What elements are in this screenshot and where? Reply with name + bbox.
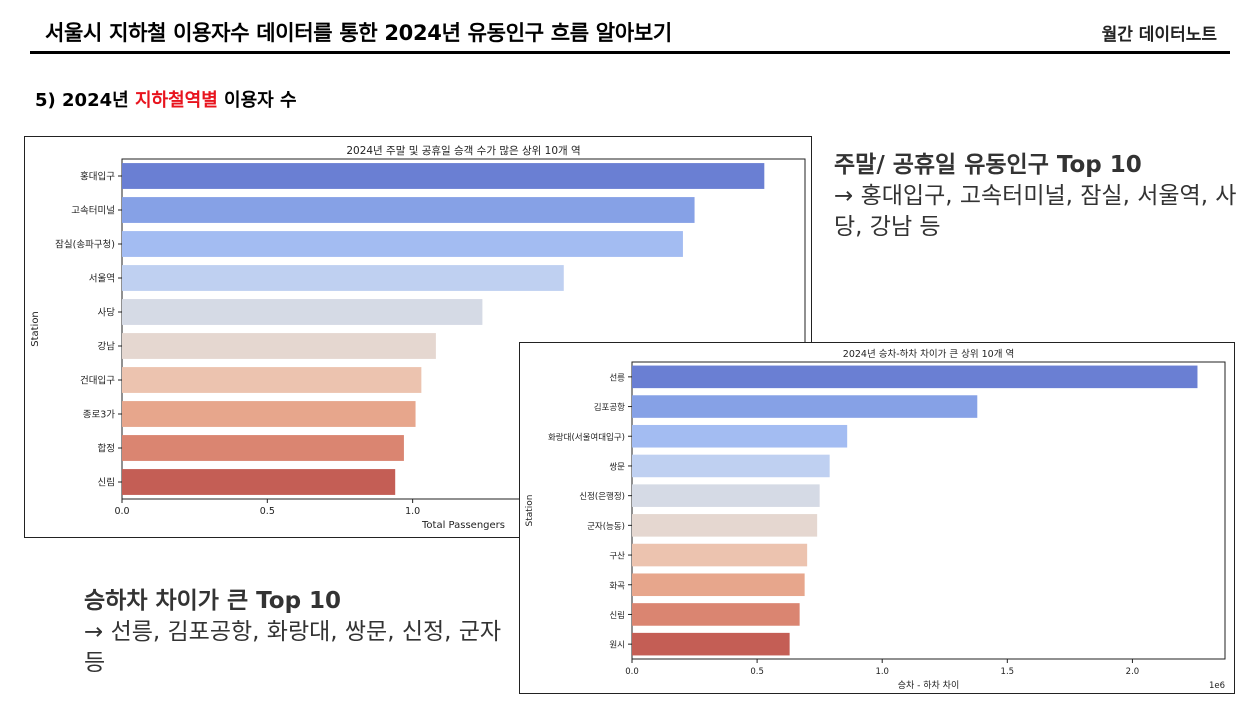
chart1-bar-4 (122, 299, 483, 325)
chart2-xlabel: 승차 - 하차 차이 (898, 679, 960, 691)
chart2-ylabel-8: 신림 (609, 610, 625, 621)
chart1-bar-2 (122, 231, 683, 257)
chart1-bar-9 (122, 469, 396, 495)
chart2-bar-0 (632, 365, 1198, 389)
chart1-xtick-label-2: 1.0 (405, 506, 420, 517)
chart1-ylabel-2: 잠실(송파구청) (55, 240, 115, 251)
chart1-ylabel: Station (30, 311, 41, 347)
chart2-bar-9 (632, 632, 790, 656)
chart1-bar-3 (122, 265, 564, 291)
chart1-ylabel-1: 고속터미널 (71, 206, 115, 217)
chart1-bar-6 (122, 367, 422, 393)
brand-label: 월간 데이터노트 (1101, 25, 1217, 45)
chart1-ylabel-5: 강남 (98, 342, 116, 353)
chart2-xtick-label-1: 0.5 (750, 667, 764, 677)
chart2-bar-7 (632, 573, 805, 597)
chart1-xlabel: Total Passengers (421, 520, 505, 531)
title-divider (30, 51, 1230, 54)
chart1-plot-frame (121, 158, 806, 500)
chart2-bar-2 (632, 424, 848, 448)
chart1-ylabel-9: 신림 (98, 477, 115, 489)
chart2-ylabel-6: 구산 (609, 551, 625, 562)
weekend-note-heading: 주말/ 공휴일 유동인구 Top 10 (834, 152, 1142, 178)
chart2-ylabel-2: 화랑대(서울여대입구) (548, 432, 625, 443)
board-diff-note-heading: 승하차 차이가 큰 Top 10 (84, 588, 342, 614)
section-highlight: 지하철역별 (134, 90, 218, 111)
chart2-bar-5 (632, 514, 818, 537)
chart1-bar-5 (122, 333, 436, 359)
chart2-xtick-label-0: 0.0 (625, 667, 639, 677)
chart2-xtick-label-4: 2.0 (1126, 667, 1140, 677)
chart2-bar-6 (632, 543, 808, 567)
chart1-ylabel-8: 합정 (98, 444, 115, 455)
chart1-bar-0 (122, 163, 765, 189)
chart1-ylabel-4: 사당 (98, 308, 116, 319)
section-heading: 5) 2024년 지하철역별 이용자 수 (35, 86, 297, 112)
chart2-ylabel: Station (525, 495, 535, 527)
chart2-bar-3 (632, 454, 830, 478)
board-diff-note: 승하차 차이가 큰 Top 10 → 선릉, 김포공항, 화랑대, 쌍문, 신정… (84, 586, 504, 679)
weekend-top10-svg: 2024년 주말 및 공휴일 승객 수가 많은 상위 10개 역홍대입구고속터미… (30, 144, 806, 531)
weekend-note-body: → 홍대입구, 고속터미널, 잠실, 서울역, 사당, 강남 등 (834, 183, 1237, 240)
chart2-ylabel-5: 군자(능동) (587, 522, 625, 532)
chart2-plot-frame (631, 361, 1226, 660)
weekend-note: 주말/ 공휴일 유동인구 Top 10 → 홍대입구, 고속터미널, 잠실, 서… (834, 150, 1244, 243)
chart2-xtick-label-2: 1.0 (875, 667, 889, 677)
chart2-xtick-label-3: 1.5 (1001, 667, 1015, 677)
chart2-ylabel-4: 신정(은행정) (579, 491, 625, 502)
chart1-title: 2024년 주말 및 공휴일 승객 수가 많은 상위 10개 역 (346, 144, 580, 157)
board-diff-top10-svg: 2024년 승차-하차 차이가 큰 상위 10개 역선릉김포공항화랑대(서울여대… (525, 348, 1226, 691)
chart1-bar-8 (122, 435, 404, 461)
chart1-bar-7 (122, 401, 416, 427)
chart2-bar-1 (632, 395, 978, 418)
chart2-bar-4 (632, 484, 820, 507)
chart1-ylabel-7: 종로3가 (83, 410, 116, 421)
chart1-ylabel-6: 건대입구 (80, 375, 115, 387)
chart2-bar-8 (632, 603, 800, 626)
chart1-xtick-label-1: 0.5 (260, 506, 275, 517)
section-prefix: 5) 2024년 (35, 90, 135, 111)
chart1-bar-1 (122, 197, 695, 223)
chart2-ylabel-1: 김포공항 (594, 402, 625, 413)
chart2-scale-note: 1e6 (1209, 681, 1225, 691)
chart2-ylabel-7: 화곡 (609, 581, 625, 591)
chart2-title: 2024년 승차-하차 차이가 큰 상위 10개 역 (843, 348, 1014, 360)
board-diff-note-body: → 선릉, 김포공항, 화랑대, 쌍문, 신정, 군자 등 (84, 619, 502, 676)
chart2-ylabel-3: 쌍문 (609, 461, 625, 472)
section-suffix: 이용자 수 (217, 90, 297, 111)
chart1-xtick-label-0: 0.0 (114, 506, 129, 517)
chart2-ylabel-0: 선릉 (609, 373, 625, 383)
page-title: 서울시 지하철 이용자수 데이터를 통한 2024년 유동인구 흐름 알아보기 (45, 21, 672, 45)
chart2-ylabel-9: 원시 (609, 641, 625, 651)
chart1-ylabel-0: 홍대입구 (80, 171, 115, 183)
chart1-ylabel-3: 서울역 (89, 274, 115, 285)
